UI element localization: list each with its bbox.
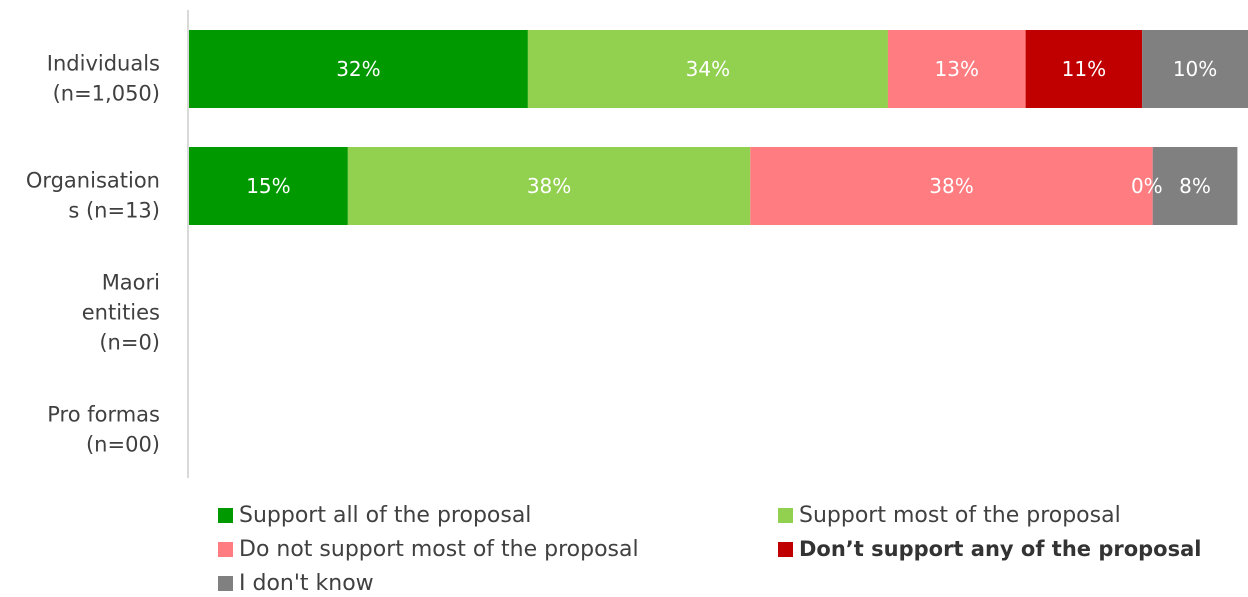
category-label: Organisation s (n=13) bbox=[26, 169, 160, 223]
legend-swatch bbox=[218, 508, 233, 523]
category-label-line: entities bbox=[82, 301, 160, 325]
bar-segment bbox=[1025, 30, 1143, 108]
category-label-line: (n=00) bbox=[86, 433, 160, 457]
legend-label: I don't know bbox=[239, 571, 374, 596]
category-label: Individuals (n=1,050) bbox=[47, 52, 160, 106]
legend-item-not-support-most: Do not support most of the proposal bbox=[218, 537, 639, 562]
legend-label: Don’t support any of the proposal bbox=[799, 537, 1202, 561]
bar-data-label: 11% bbox=[1062, 57, 1106, 81]
bars bbox=[189, 30, 1248, 225]
bar-data-label: 38% bbox=[527, 174, 571, 198]
legend-item-support-most: Support most of the proposal bbox=[778, 503, 1121, 528]
legend: Support all of the proposal Support most… bbox=[218, 503, 1228, 596]
category-label: Maori entities (n=0) bbox=[82, 271, 160, 355]
bar-data-label: 32% bbox=[336, 57, 380, 81]
legend-item-support-all: Support all of the proposal bbox=[218, 503, 531, 528]
category-label-line: Maori bbox=[102, 271, 160, 295]
legend-item-dont-know: I don't know bbox=[218, 571, 374, 596]
bar-labels: 32% 34% 13% 11% 10% 15% 38% 38% 0% 8% bbox=[246, 57, 1217, 198]
legend-swatch bbox=[218, 576, 233, 591]
bar-data-label: 38% bbox=[929, 174, 973, 198]
legend-swatch bbox=[218, 542, 233, 557]
category-label-line: Pro formas bbox=[47, 403, 160, 427]
category-label-line: (n=1,050) bbox=[53, 82, 160, 106]
bar-data-label: 8% bbox=[1179, 174, 1211, 198]
bar-data-label: 34% bbox=[686, 57, 730, 81]
bar-segment bbox=[1142, 30, 1248, 108]
bar-segment bbox=[1152, 147, 1238, 225]
bar-data-label: 13% bbox=[935, 57, 979, 81]
bar-data-label: 10% bbox=[1173, 57, 1217, 81]
bar-segment bbox=[527, 30, 888, 108]
bar-segment bbox=[189, 30, 528, 108]
bar-segment bbox=[189, 147, 348, 225]
bar-data-label: 0% bbox=[1131, 174, 1163, 198]
bar-segment bbox=[887, 30, 1026, 108]
category-label-line: s (n=13) bbox=[68, 199, 160, 223]
category-labels: Individuals (n=1,050) Organisation s (n=13)… bbox=[26, 52, 160, 457]
legend-label: Do not support most of the proposal bbox=[239, 537, 639, 562]
legend-item-support-none: Don’t support any of the proposal bbox=[778, 537, 1201, 561]
legend-swatch bbox=[778, 541, 793, 557]
category-label-line: Organisation bbox=[26, 169, 160, 193]
bar-data-label: 15% bbox=[246, 174, 290, 198]
category-label-line: (n=0) bbox=[99, 331, 160, 355]
legend-label: Support all of the proposal bbox=[239, 503, 532, 528]
legend-swatch bbox=[778, 508, 793, 523]
category-label: Pro formas (n=00) bbox=[47, 403, 160, 457]
bar-segment bbox=[750, 147, 1153, 225]
category-label-line: Individuals bbox=[47, 52, 160, 76]
bar-segment bbox=[347, 147, 751, 225]
legend-label: Support most of the proposal bbox=[799, 503, 1121, 528]
